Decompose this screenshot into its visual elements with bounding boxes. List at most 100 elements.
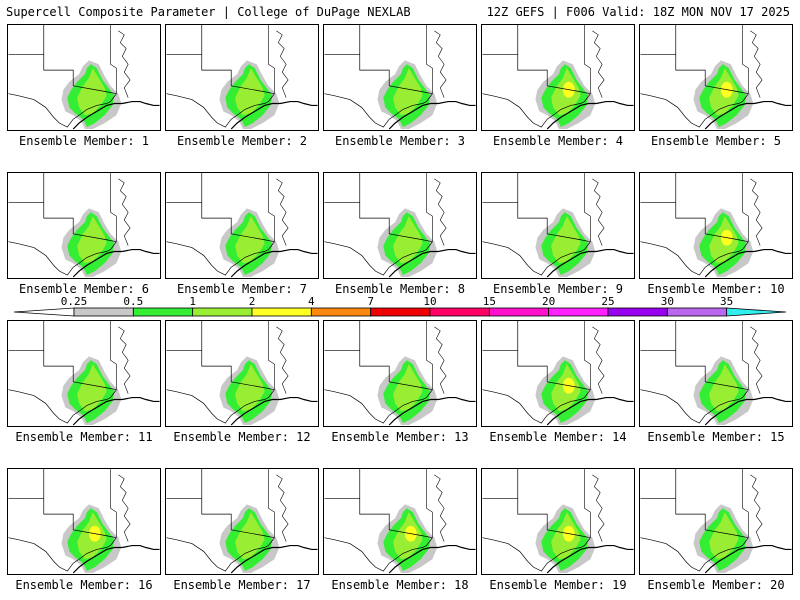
- scp-lightgreen-core: [709, 512, 739, 560]
- colorbar-swatch: [73, 307, 134, 317]
- texas-border: [482, 241, 591, 276]
- gulf-coastline: [704, 544, 792, 574]
- ensemble-map-panel: [481, 24, 635, 131]
- east-state-lines: [268, 321, 275, 390]
- oklahoma-border: [43, 54, 117, 95]
- east-state-lines: [110, 321, 117, 390]
- oklahoma-border: [517, 498, 591, 539]
- state-borders: [8, 173, 45, 203]
- colorbar-swatch: [310, 307, 372, 317]
- state-borders: [482, 173, 519, 203]
- state-borders: [8, 25, 45, 55]
- state-borders: [166, 173, 203, 203]
- scp-lightgreen-core: [235, 216, 265, 264]
- gulf-coastline: [704, 248, 792, 278]
- scp-lightgreen-core: [393, 68, 423, 116]
- river-line: [276, 30, 289, 98]
- colorbar-low-arrow: [13, 307, 75, 317]
- east-state-lines: [584, 321, 591, 390]
- member-map: [640, 173, 792, 278]
- gulf-coastline: [388, 248, 476, 278]
- colorbar-tick-label: 15: [482, 295, 496, 308]
- colorbar-swatch: [726, 307, 787, 317]
- member-map: [640, 469, 792, 574]
- scp-lightgreen-core: [709, 364, 739, 412]
- east-state-lines: [426, 25, 433, 94]
- colorbar-scale: [13, 307, 787, 317]
- ensemble-map-panel: [323, 320, 477, 427]
- member-map: [166, 469, 318, 574]
- river-line: [276, 474, 289, 542]
- colorbar-tick-label: 25: [601, 295, 615, 308]
- texas-border: [166, 537, 275, 572]
- oklahoma-border: [675, 202, 749, 243]
- member-map: [482, 25, 634, 130]
- state-borders: [166, 25, 203, 55]
- scp-lightgreen-core: [393, 216, 423, 264]
- member-map: [482, 173, 634, 278]
- texas-border: [640, 537, 749, 572]
- gulf-coastline: [230, 248, 318, 278]
- ensemble-map-panel: [165, 468, 319, 575]
- member-map: [166, 25, 318, 130]
- river-line: [434, 30, 447, 98]
- ensemble-map-panel: [323, 24, 477, 131]
- texas-border: [8, 241, 117, 276]
- member-map: [482, 469, 634, 574]
- river-line: [592, 178, 605, 246]
- river-line: [592, 326, 605, 394]
- colorbar-tick-label: 4: [308, 295, 315, 308]
- state-borders: [8, 321, 45, 351]
- east-state-lines: [584, 173, 591, 242]
- ensemble-map-panel: [323, 468, 477, 575]
- east-state-lines: [584, 469, 591, 538]
- texas-border: [166, 241, 275, 276]
- gulf-coastline: [546, 544, 634, 574]
- state-borders: [482, 321, 519, 351]
- colorbar-swatch: [251, 307, 312, 317]
- gulf-coastline: [230, 396, 318, 426]
- ensemble-map-panel: [481, 320, 635, 427]
- gulf-coastline: [546, 248, 634, 278]
- state-borders: [166, 469, 203, 499]
- east-state-lines: [742, 173, 749, 242]
- member-caption: Ensemble Member: 7: [176, 282, 308, 296]
- river-line: [276, 326, 289, 394]
- ensemble-map-panel: [639, 468, 793, 575]
- colorbar-swatch: [666, 307, 728, 317]
- gulf-coastline: [546, 100, 634, 130]
- member-caption: Ensemble Member: 16: [15, 578, 153, 592]
- ensemble-map-panel: [639, 172, 793, 279]
- colorbar-swatch: [548, 307, 609, 317]
- scp-lightgreen-core: [77, 216, 107, 264]
- colorbar-swatch: [488, 307, 550, 317]
- member-caption: Ensemble Member: 17: [173, 578, 311, 592]
- member-caption: Ensemble Member: 11: [15, 430, 153, 444]
- gulf-coastline: [230, 100, 318, 130]
- oklahoma-border: [517, 202, 591, 243]
- member-caption: Ensemble Member: 1: [18, 134, 150, 148]
- river-line: [276, 178, 289, 246]
- scp-lightgreen-core: [77, 68, 107, 116]
- oklahoma-border: [517, 54, 591, 95]
- member-map: [8, 173, 160, 278]
- colorbar-tick-label: 7: [367, 295, 374, 308]
- texas-border: [8, 389, 117, 424]
- river-line: [118, 474, 131, 542]
- ensemble-map-panel: [7, 172, 161, 279]
- east-state-lines: [268, 469, 275, 538]
- state-borders: [166, 321, 203, 351]
- river-line: [118, 326, 131, 394]
- colorbar-swatch: [192, 307, 253, 317]
- member-caption: Ensemble Member: 9: [492, 282, 624, 296]
- colorbar-tick-label: 2: [248, 295, 256, 308]
- oklahoma-border: [359, 202, 433, 243]
- river-line: [592, 474, 605, 542]
- scp-lightgreen-core: [235, 512, 265, 560]
- member-map: [640, 25, 792, 130]
- ensemble-map-panel: [165, 320, 319, 427]
- state-borders: [640, 25, 677, 55]
- member-map: [324, 469, 476, 574]
- state-borders: [324, 469, 361, 499]
- east-state-lines: [742, 469, 749, 538]
